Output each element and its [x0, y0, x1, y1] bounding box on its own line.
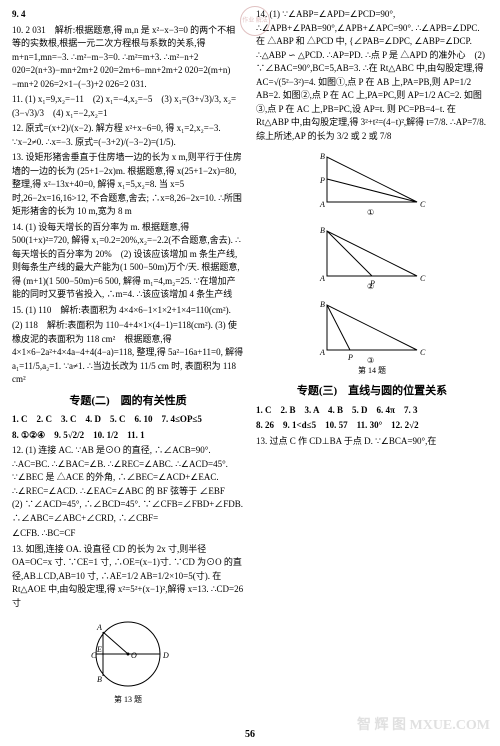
svg-text:E: E	[96, 645, 102, 654]
r-q13: 13. 如图,连接 OA. 设直径 CD 的长为 2x 寸,则半径 OA=OC=…	[12, 543, 244, 611]
q14: 14. (1) 设每天增长的百分率为 m. 根据题意,得 500(1+x)²=7…	[12, 221, 244, 302]
watermark: 智 辉 图 MXUE.COM	[357, 715, 490, 736]
svg-text:A: A	[319, 200, 325, 209]
t3-q13: 13. 过点 C 作 CD⊥BA 于点 D. ∵∠BCA=90°,在	[256, 435, 488, 449]
figure-14-1: B P A C ①	[256, 147, 488, 217]
svg-text:D: D	[162, 651, 169, 660]
q15a: 15. (1) 110 解析:表面积为 4×4×6−1×1×2+1×4=110(…	[12, 304, 244, 318]
svg-text:O: O	[131, 651, 137, 660]
svg-text:C: C	[420, 200, 426, 209]
svg-text:B: B	[97, 675, 102, 684]
svg-text:③: ③	[367, 356, 374, 365]
q9: 9. 4	[12, 8, 244, 22]
svg-text:B: B	[320, 226, 325, 235]
svg-text:B: B	[320, 300, 325, 309]
svg-text:C: C	[420, 274, 426, 283]
q13: 13. 设矩形猪舍垂直于住房墙一边的长为 x m,则平行于住房墙的一边的长为 (…	[12, 151, 244, 219]
svg-text:P: P	[347, 353, 353, 362]
svg-text:P: P	[319, 176, 325, 185]
svg-text:C: C	[420, 348, 426, 357]
svg-text:A: A	[319, 348, 325, 357]
figure-14-3: B A P C ③ 第 14 题	[256, 295, 488, 377]
figure-13: O C D A B E 第 13 题	[12, 614, 244, 706]
q12: 12. 原式=(x+2)/(x−2). 解方程 x²+x−6=0, 得 x₁=2…	[12, 122, 244, 149]
q15b: (2) 118 解析:表面积为 110−4+4×1×(4−1)=118(cm²)…	[12, 319, 244, 387]
svg-text:①: ①	[367, 208, 374, 217]
svg-text:B: B	[320, 152, 325, 161]
svg-text:A: A	[319, 274, 325, 283]
topic2-title: 专题(二) 圆的有关性质	[12, 393, 244, 410]
t2-ans2: 8. ①②④ 9. 5√2/2 10. 1/2 11. 1	[12, 429, 244, 443]
r-q14: 14. (1) ∵∠ABP=∠APD=∠PCD=90°, ∴∠APB+∠PAB=…	[256, 8, 488, 143]
fig13-caption: 第 13 题	[12, 694, 244, 706]
page-content: 9. 4 10. 2 031 解析:根据题意,得 m,n 是 x²−x−3=0 …	[0, 0, 500, 720]
fig14-caption: 第 14 题	[256, 365, 488, 377]
t3-ans1: 1. C 2. B 3. A 4. B 5. D 6. 4π 7. 3	[256, 404, 488, 418]
figure-14-2: B A P C ②	[256, 221, 488, 291]
svg-text:A: A	[96, 623, 102, 632]
stamp-mark: 作业 解法	[240, 6, 270, 36]
q11: 11. (1) x₁=9,x₂=−11 (2) x₁=−4,x₂=−5 (3) …	[12, 93, 244, 120]
svg-text:②: ②	[367, 282, 374, 291]
t2-q12: 12. (1) 连接 AC. ∵AB 是⊙O 的直径, ∴∠ACB=90°. ∴…	[12, 444, 244, 525]
q10: 10. 2 031 解析:根据题意,得 m,n 是 x²−x−3=0 的两个不相…	[12, 24, 244, 92]
topic3-title: 专题(三) 直线与圆的位置关系	[256, 383, 488, 400]
t3-ans2: 8. 26 9. 1<d≤5 10. 57 11. 30° 12. 2√2	[256, 419, 488, 433]
t2-ans1: 1. C 2. C 3. C 4. D 5. C 6. 10 7. 4≤OP≤5	[12, 413, 244, 427]
r-q12c: ∠CFB. ∴BC=CF	[12, 527, 244, 541]
